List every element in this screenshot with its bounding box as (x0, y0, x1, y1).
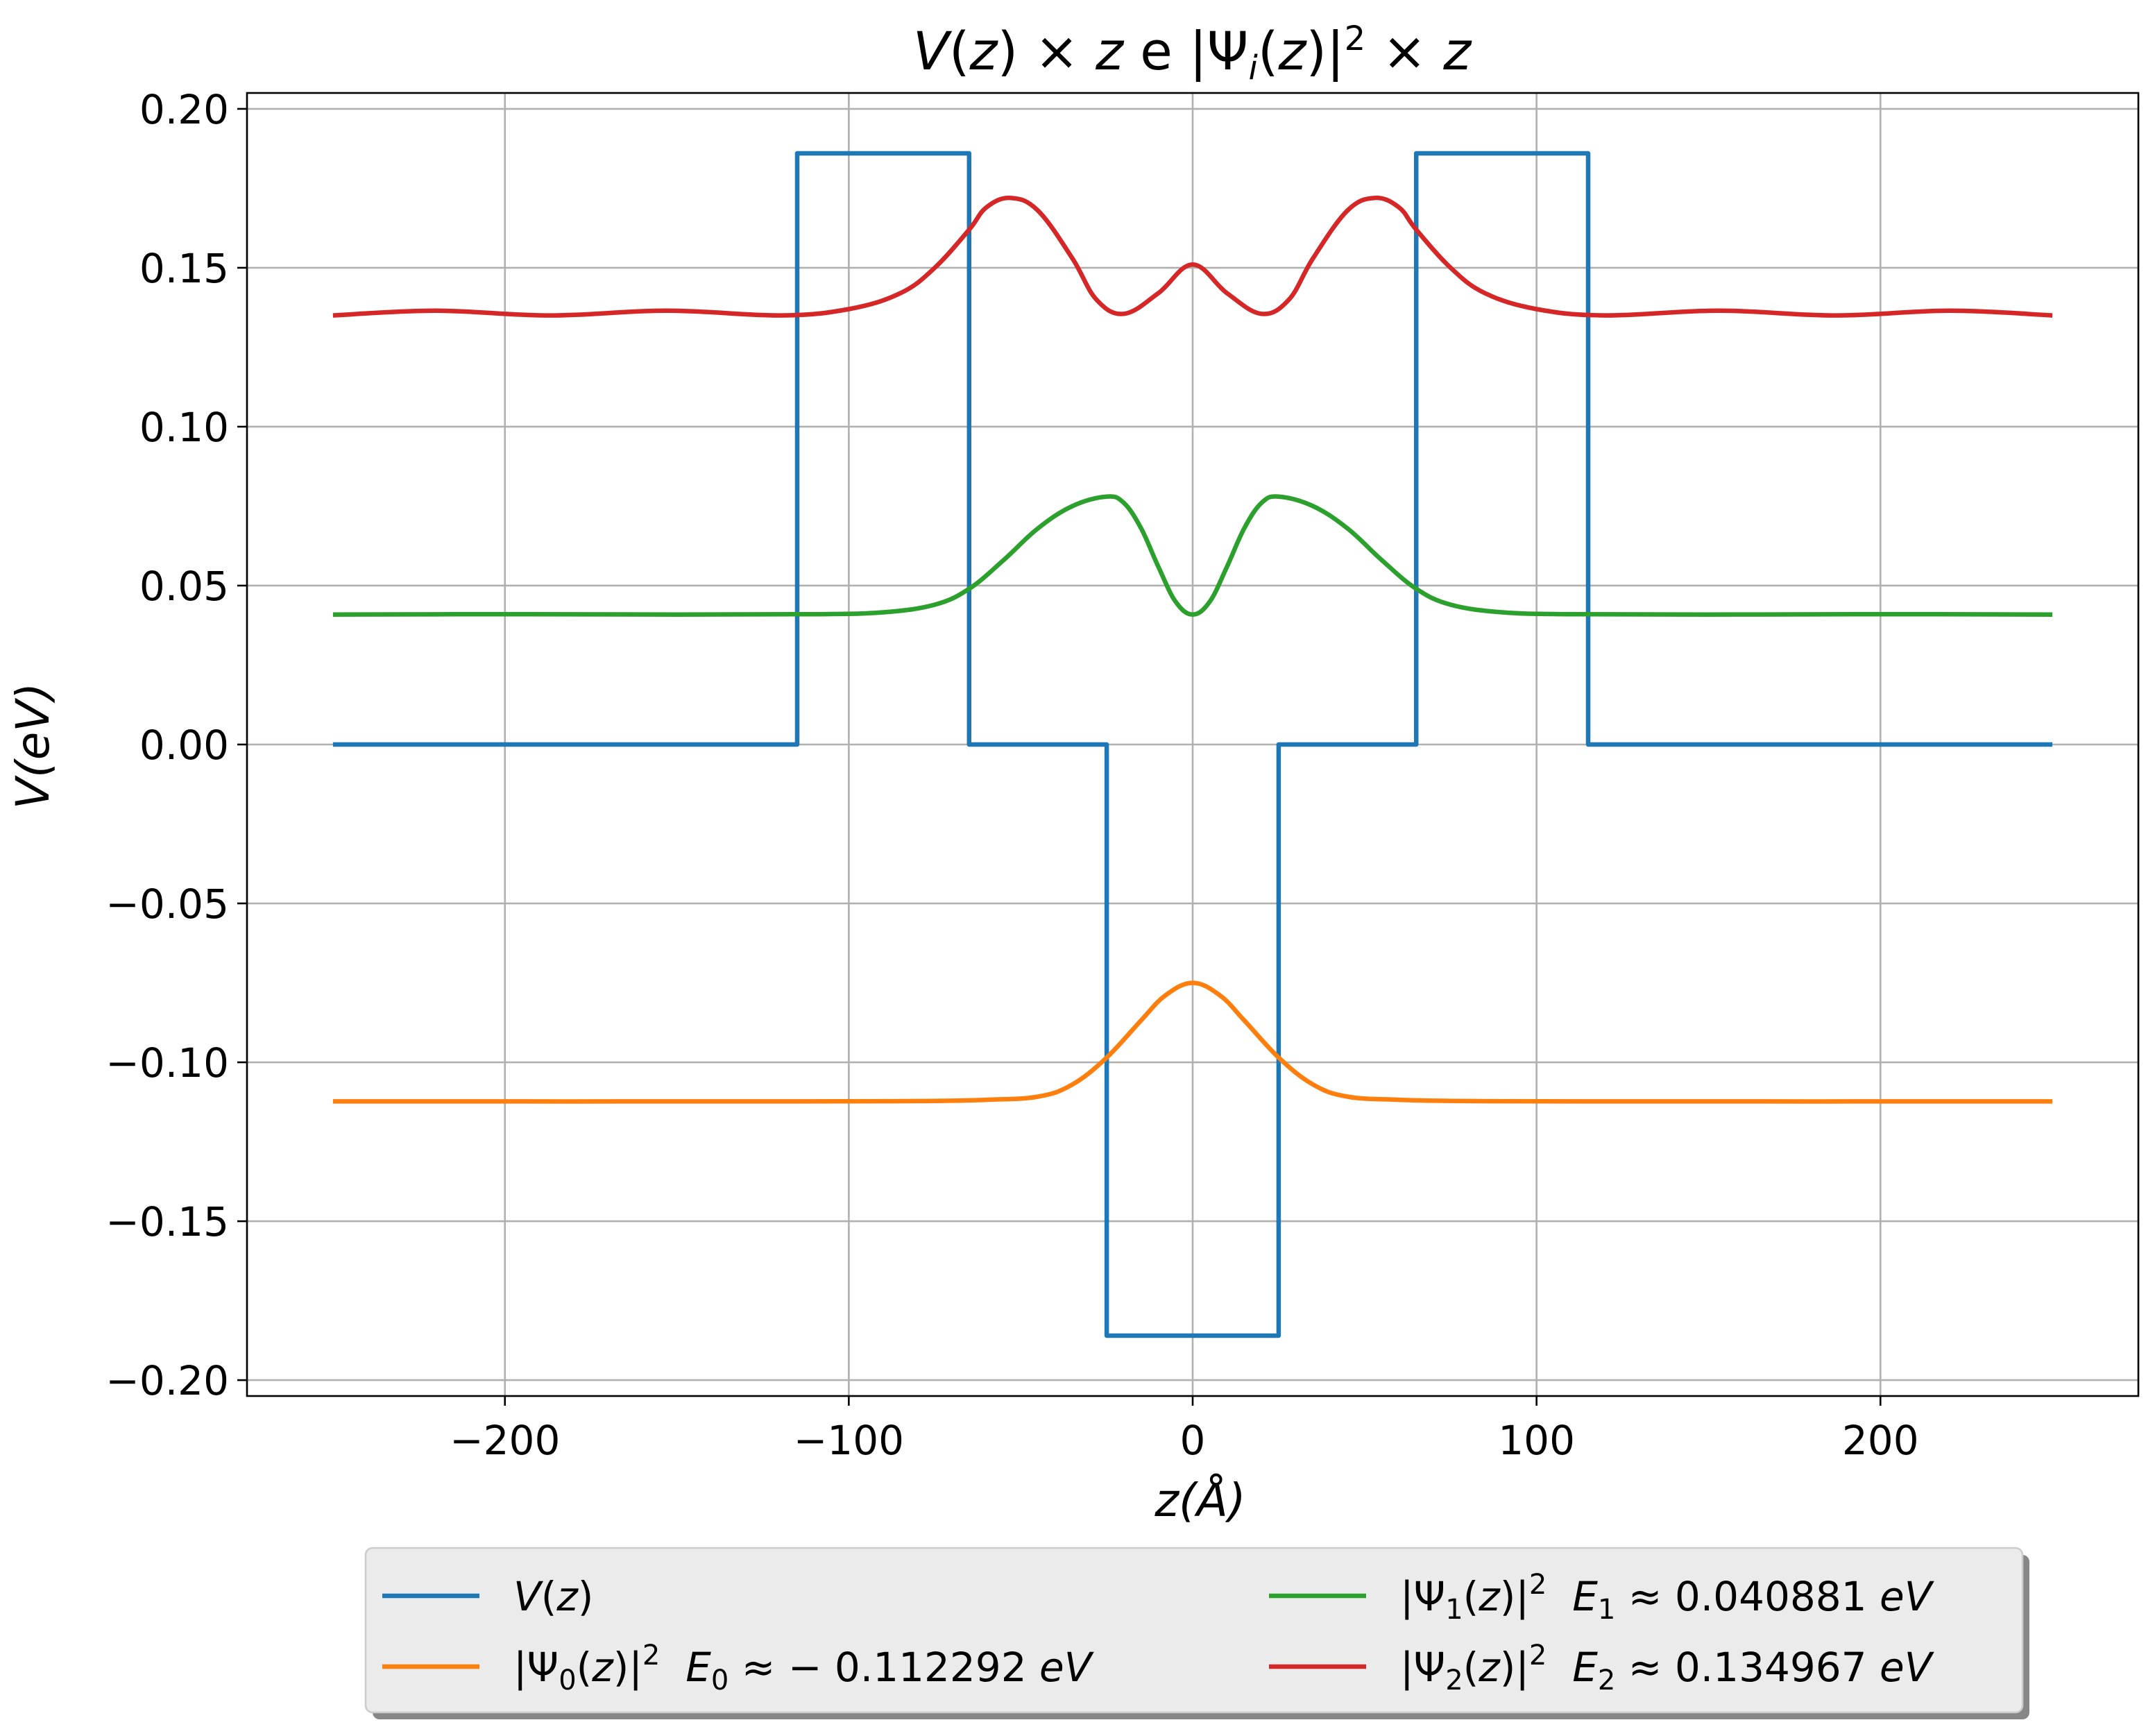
series-line-psi2 (332, 195, 2053, 318)
y-tick-label: 0.20 (139, 86, 229, 133)
x-tick-label: −100 (794, 1417, 904, 1464)
y-tick-label: −0.20 (105, 1357, 229, 1404)
x-axis-label: z(Å) (1154, 1474, 1245, 1527)
x-tick-label: −200 (450, 1417, 560, 1464)
y-tick-label: −0.10 (105, 1039, 229, 1087)
legend-box (364, 1547, 2024, 1714)
y-tick-label: −0.05 (105, 880, 229, 928)
series-line-psi0 (332, 980, 2053, 1104)
x-tick-label: 100 (1498, 1417, 1575, 1464)
y-tick-label: 0.00 (139, 722, 229, 769)
x-tick-label: 0 (1180, 1417, 1206, 1464)
series-line-psi1 (332, 494, 2053, 617)
y-tick-label: −0.15 (105, 1198, 229, 1245)
x-tick-label: 200 (1842, 1417, 1919, 1464)
legend-label-psi1: |Ψ1(z)|2 E1 ≈ 0.040881 eV (1400, 1569, 1935, 1626)
tick-layer: −200 −100 0 100 200 0.20 0.15 0.10 0.05 0.00 −0.05… (105, 86, 1918, 1464)
legend-label-v: V(z) (513, 1573, 593, 1620)
legend-label-psi0: |Ψ0(z)|2 E0 ≈ − 0.112292 eV (513, 1640, 1095, 1696)
y-tick-label: 0.05 (139, 563, 229, 610)
series-line-v (332, 151, 2053, 1338)
legend-label-psi2: |Ψ2(z)|2 E2 ≈ 0.134967 eV (1400, 1640, 1935, 1696)
y-tick-label: 0.15 (139, 245, 229, 292)
series-layer (332, 151, 2053, 1338)
chart-title: V(z) × z e |Ψi(z)|2 × z (913, 19, 1472, 87)
y-axis-label: V(eV) (6, 683, 60, 809)
legend: V(z) |Ψ0(z)|2 E0 ≈ − 0.112292 eV |Ψ1(z)|… (364, 1547, 2029, 1719)
y-tick-label: 0.10 (139, 404, 229, 451)
